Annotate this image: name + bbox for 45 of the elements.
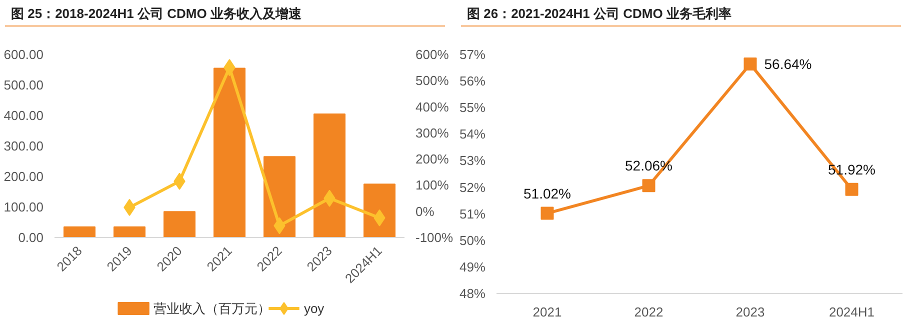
y2-tick-label: 400% — [416, 99, 450, 114]
y-tick-label: 57% — [459, 47, 486, 62]
data-label: 51.02% — [524, 185, 571, 202]
legend-label: yoy — [304, 301, 325, 316]
y-tick-label: 55% — [459, 100, 486, 116]
y-tick-label: 500.00 — [4, 78, 44, 92]
legend-label: 营业收入（百万元） — [154, 301, 271, 316]
y-tick-label: 600.00 — [4, 47, 44, 62]
bar — [314, 113, 346, 238]
y2-tick-label: 200% — [416, 152, 450, 167]
bar — [164, 211, 196, 238]
x-tick-label: 2024H1 — [828, 304, 875, 320]
bar — [214, 68, 246, 238]
chart-title: 图 25：2018-2024H1 公司 CDMO 业务收入及增速 — [11, 5, 302, 23]
chart-title: 图 26：2021-2024H1 公司 CDMO 业务毛利率 — [467, 5, 732, 23]
y2-tick-label: 600% — [416, 47, 450, 62]
point — [642, 179, 656, 192]
y2-tick-label: 500% — [416, 73, 450, 88]
data-label: 56.64% — [764, 56, 812, 72]
y-tick-label: 49% — [459, 259, 486, 274]
y-tick-label: 400.00 — [4, 108, 44, 123]
y-tick-label: 100.00 — [4, 200, 44, 214]
bar — [114, 226, 146, 238]
point — [744, 58, 757, 71]
x-tick-label: 2022 — [634, 304, 664, 320]
bar — [64, 226, 96, 238]
point — [540, 206, 554, 220]
y-tick-label: 51% — [459, 206, 486, 222]
y-tick-label: 52% — [459, 180, 486, 195]
y2-tick-label: 300% — [416, 125, 450, 140]
y-tick-label: 0.00 — [18, 230, 44, 245]
y-tick-label: 56% — [459, 74, 486, 89]
y-tick-label: 50% — [459, 232, 486, 248]
y2-tick-label: -100% — [416, 230, 454, 245]
x-tick-label: 2023 — [736, 304, 765, 320]
y2-tick-label: 100% — [416, 178, 450, 193]
y2-tick-label: 0% — [416, 204, 435, 219]
y-tick-label: 300.00 — [4, 138, 44, 154]
y-tick-label: 48% — [459, 286, 486, 301]
y-tick-label: 54% — [459, 126, 486, 142]
point — [845, 182, 858, 196]
y-tick-label: 200.00 — [4, 169, 44, 184]
bar — [364, 184, 396, 238]
y-tick-label: 53% — [459, 153, 486, 168]
x-tick-label: 2021 — [532, 304, 562, 320]
